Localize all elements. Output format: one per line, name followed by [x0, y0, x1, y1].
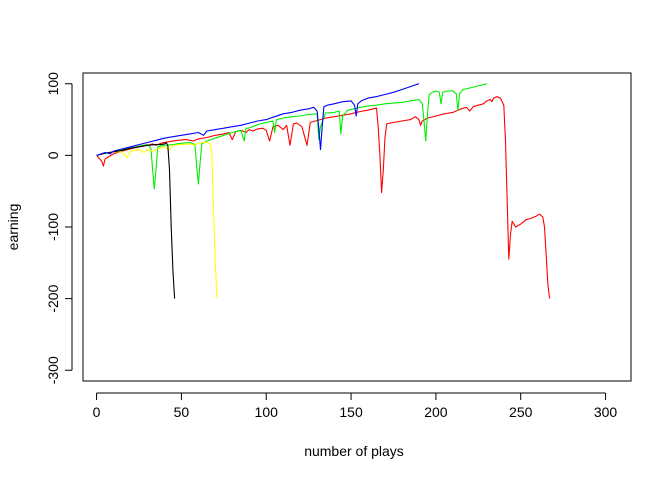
series-line-5: [96, 83, 420, 156]
x-axis: 0 50 100 150 200 250 300: [93, 392, 618, 420]
y-tick-label: -300: [45, 356, 61, 384]
x-axis-title: number of plays: [304, 443, 404, 459]
x-tick-label: 150: [339, 404, 363, 420]
x-tick-label: 300: [594, 404, 618, 420]
series-layer: [96, 83, 551, 299]
series-line-1: [96, 96, 551, 299]
y-axis-title: earning: [5, 204, 21, 251]
y-tick-label: 100: [45, 72, 61, 96]
x-tick-label: 0: [93, 404, 101, 420]
y-tick-label: 0: [45, 151, 61, 159]
x-tick-label: 50: [174, 404, 190, 420]
series-line-4: [96, 141, 176, 299]
series-line-3: [96, 141, 218, 299]
y-axis: -300 -200 -100 0 100: [45, 72, 73, 384]
y-tick-label: -100: [45, 213, 61, 241]
x-tick-label: 250: [509, 404, 533, 420]
y-tick-label: -200: [45, 284, 61, 312]
plot-box: [82, 72, 632, 382]
x-tick-label: 200: [424, 404, 448, 420]
x-tick-label: 100: [255, 404, 279, 420]
